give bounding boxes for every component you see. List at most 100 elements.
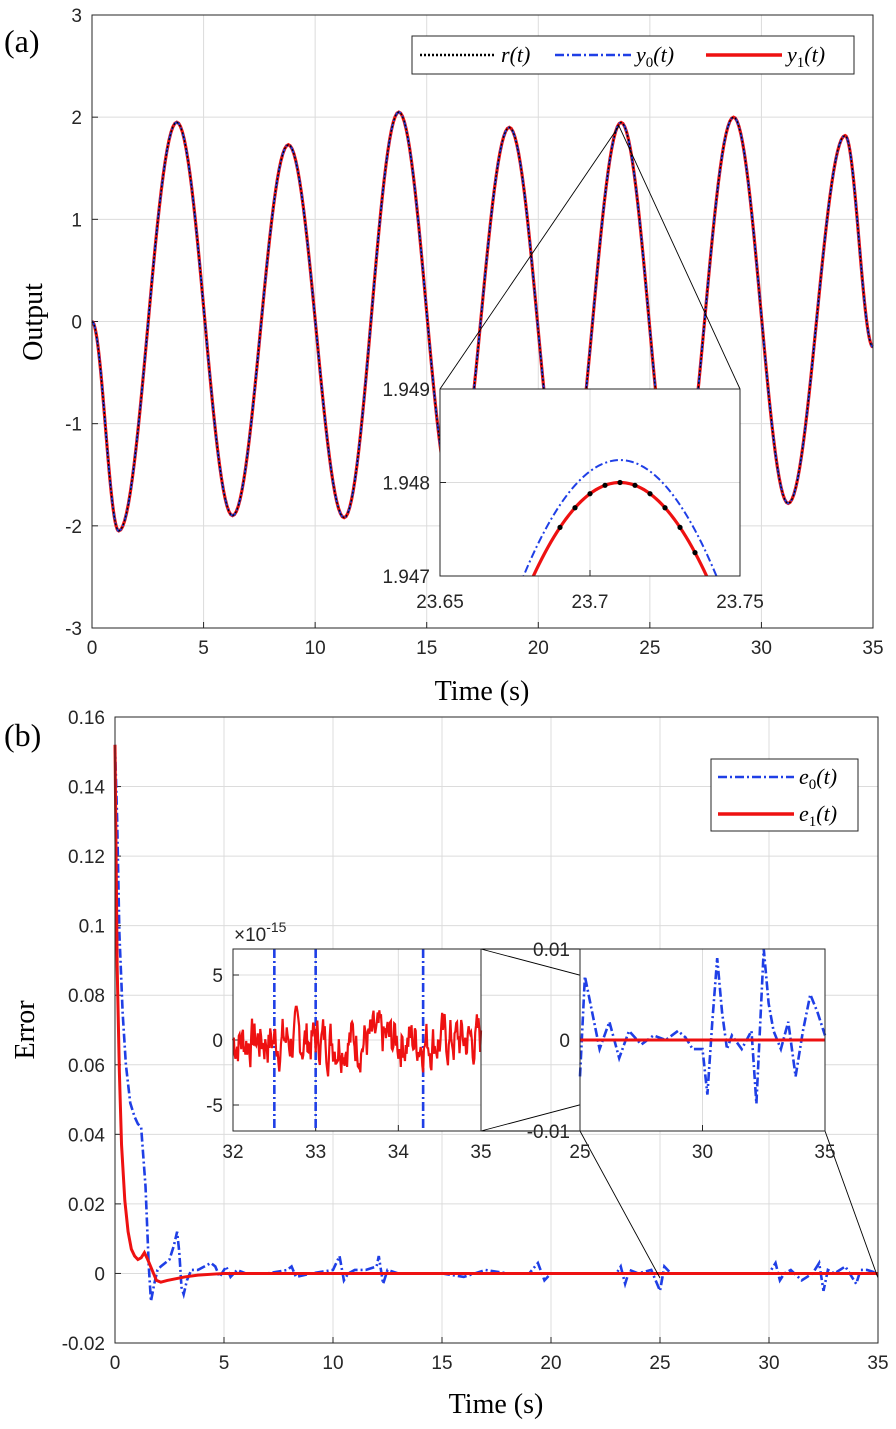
inset-r-marker — [587, 491, 593, 497]
b-xtick-label: 0 — [110, 1353, 121, 1374]
panel-a-tick-labels: 0 5 10 15 20 25 30 35 -3 -2 -1 0 1 2 3 — [65, 6, 883, 659]
panel-a-axes-frame — [91, 14, 874, 629]
inset-r-marker — [617, 479, 623, 486]
a-inset-xtick-label: 23.65 — [416, 592, 464, 613]
zoom-inset-xtick-label: 35 — [814, 1142, 835, 1163]
a-xtick-label: 15 — [416, 638, 437, 659]
a-ytick-label: -3 — [65, 619, 82, 640]
b-xtick-label: 30 — [758, 1353, 779, 1374]
panel-b: (b) 0 5 10 15 20 25 30 35-0.0200.020.040.060.08… — [4, 708, 889, 1420]
b-xtick-label: 5 — [219, 1353, 230, 1374]
inset-y0-line — [522, 459, 718, 576]
e0-line — [113, 744, 879, 1302]
panel-b-legend: e0(t) e1(t) — [710, 758, 859, 832]
noise-inset-xtick-label: 32 — [222, 1142, 243, 1163]
b-ytick-label: 0.08 — [68, 986, 105, 1007]
legend-a-y1-label: y1(t) — [785, 42, 825, 71]
panel-a-xlabel: Time (s) — [435, 676, 530, 707]
a-inset-xtick-label: 23.75 — [716, 592, 764, 613]
a-ytick-label: 1 — [71, 210, 82, 231]
panel-a-inset-series — [522, 459, 718, 576]
a-inset-ytick-label: 1.948 — [382, 474, 430, 495]
panel-a-zoom-line-left — [439, 125, 620, 390]
zoom-inset-tick-labels: 25 30 35 -0.01 0 0.01 — [527, 940, 836, 1163]
zoom-inset-xtick-label: 25 — [569, 1142, 590, 1163]
inset-r-marker — [662, 505, 668, 511]
a-xtick-label: 30 — [751, 638, 772, 659]
legend-a-r-label: r(t) — [501, 42, 530, 67]
b-ytick-label: -0.02 — [62, 1334, 105, 1355]
b-xtick-label: 10 — [322, 1353, 343, 1374]
a-inset-xtick-label: 23.7 — [572, 592, 609, 613]
panel-a-zoom-line-right — [618, 125, 741, 390]
panel-b-tick-labels: 0 5 10 15 20 25 30 35-0.0200.020.040.060.080.10… — [62, 708, 889, 1374]
noise-inset-tick-labels: 32 33 34 35 -5 0 5 — [206, 966, 491, 1163]
panel-b-ylabel: Error — [10, 1000, 41, 1060]
a-xtick-label: 5 — [198, 638, 209, 659]
noise-inset-xtick-label: 33 — [305, 1142, 326, 1163]
noise-inset-xtick-label: 34 — [388, 1142, 410, 1163]
panel-a-inset-tick-labels: 23.65 23.7 23.75 1.947 1.948 1.949 — [382, 380, 763, 613]
zoom-e0-line — [578, 948, 827, 1104]
b-xtick-label: 25 — [649, 1353, 670, 1374]
noise-inset-exponent: ×10-15 — [234, 919, 287, 946]
noise-e1-line — [231, 1005, 483, 1077]
panel-b-label: (b) — [4, 717, 41, 753]
noise-inset-ytick-label: -5 — [206, 1096, 223, 1117]
a-ytick-label: 2 — [71, 108, 82, 129]
noise-inset-series — [231, 949, 483, 1131]
a-xtick-label: 20 — [528, 638, 549, 659]
a-xtick-label: 10 — [305, 638, 326, 659]
panel-a-ylabel: Output — [18, 283, 49, 361]
panel-a-legend: r(t) y0(t) y1(t) — [411, 35, 855, 75]
a-xtick-label: 35 — [862, 638, 883, 659]
a-xtick-label: 25 — [639, 638, 660, 659]
zoom-inset-ytick-label: 0 — [559, 1031, 570, 1052]
a-inset-ytick-label: 1.949 — [382, 380, 430, 401]
a-ytick-label: 3 — [71, 6, 82, 27]
legend-b-box — [710, 758, 859, 832]
panel-b-axes-frame — [114, 716, 879, 1344]
noise-inset-xtick-label: 35 — [470, 1142, 491, 1163]
panel-b-zoom-inset: 25 30 35 -0.01 0 0.01 — [527, 940, 836, 1163]
noise-inset-ytick-label: 0 — [212, 1031, 223, 1052]
inset-r-marker — [632, 482, 638, 488]
zoom-inset-ytick-label: -0.01 — [527, 1122, 570, 1143]
b-ytick-label: 0.14 — [68, 778, 105, 799]
panel-a-inset-frame — [439, 388, 741, 577]
panel-b-series — [113, 744, 879, 1302]
inset-r-marker — [602, 482, 608, 488]
a-xtick-label: 0 — [87, 638, 98, 659]
zoom-inset-series — [578, 948, 827, 1104]
a-inset-clip-group — [522, 459, 718, 576]
panel-a-series — [91, 110, 874, 533]
inset-r-marker — [572, 505, 578, 511]
b-ytick-label: 0.04 — [68, 1125, 105, 1146]
b-xtick-label: 20 — [540, 1353, 561, 1374]
b-ytick-label: 0.1 — [79, 917, 105, 938]
legend-b-e0-label: e0(t) — [799, 764, 837, 793]
panel-b-xlabel: Time (s) — [449, 1389, 544, 1420]
a-ytick-label: -1 — [65, 415, 82, 436]
panel-b-inset2-connector-left — [579, 1130, 661, 1279]
b-xtick-label: 35 — [867, 1353, 888, 1374]
r-line — [91, 111, 874, 532]
a-inset-ytick-label: 1.947 — [382, 567, 430, 588]
inset-r-marker — [677, 524, 683, 530]
b-ytick-label: 0.16 — [68, 708, 105, 729]
b-ytick-label: 0.02 — [68, 1195, 105, 1216]
a-ytick-label: 0 — [71, 313, 82, 334]
e1-line — [113, 744, 878, 1284]
b-ytick-label: 0.12 — [68, 847, 105, 868]
inset-r-marker — [692, 550, 698, 556]
zoom-inset-xtick-label: 30 — [692, 1142, 713, 1163]
zoom-inset-ytick-label: 0.01 — [533, 940, 570, 961]
legend-b-e1-label: e1(t) — [799, 801, 837, 830]
inset-r-marker — [647, 491, 653, 497]
legend-a-y0-label: y0(t) — [634, 42, 674, 71]
panel-b-inset2-connector-right — [824, 1130, 879, 1279]
a-ytick-label: -2 — [65, 517, 82, 538]
noise-inset-frame — [232, 948, 482, 1132]
panel-a: (a) 0 5 10 15 20 25 30 35 -3 -2 -1 0 1 2 3 Output Time… — [4, 6, 884, 707]
